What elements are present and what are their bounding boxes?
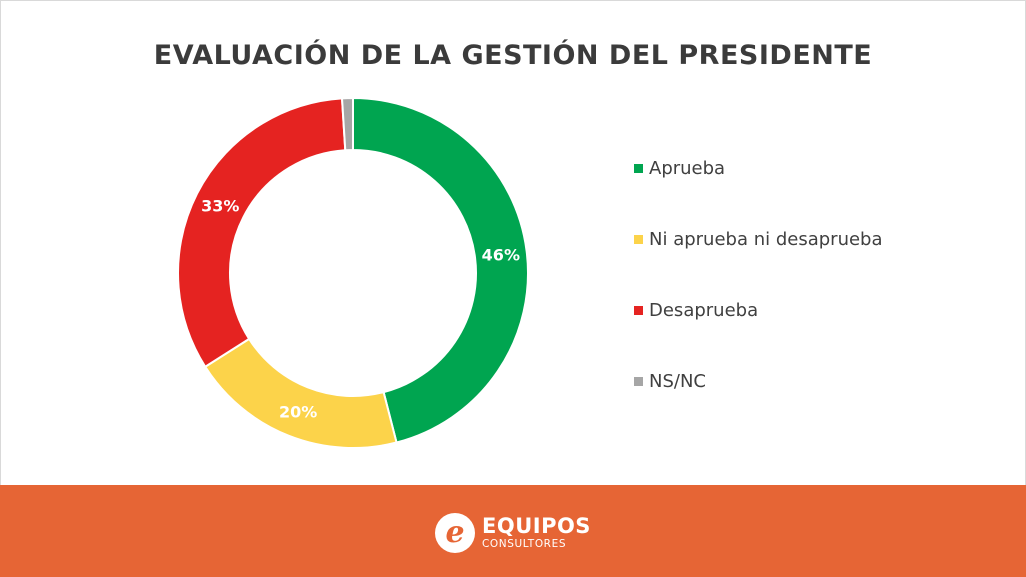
brand-logo: e EQUIPOS CONSULTORES [434,512,591,554]
donut-slice-ni-aprueba-ni-desaprueba [203,337,398,449]
legend-item: Aprueba [634,158,725,179]
svg-text:e: e [445,515,464,550]
legend-label: Desaprueba [649,300,759,321]
legend-label: NS/NC [649,371,706,392]
data-label-ni-aprueba-ni-desaprueba: 20% [279,403,317,422]
footer-bar: e EQUIPOS CONSULTORES [0,485,1026,577]
chart-title: EVALUACIÓN DE LA GESTIÓN DEL PRESIDENTE [153,40,873,71]
e-logo-icon: e [435,513,475,553]
donut-slice-aprueba [352,96,529,444]
data-label-aprueba: 46% [482,245,520,264]
donut-chart: 46% 20% 33% [177,96,529,449]
brand-subtitle: CONSULTORES [482,538,567,551]
legend-swatch [634,306,643,315]
legend-item: Desaprueba [634,300,758,321]
donut-slice-ns-nc [340,96,354,152]
brand-name: EQUIPOS [482,514,591,539]
legend-swatch [634,377,643,386]
legend-swatch [634,235,643,244]
legend-item: Ni aprueba ni desaprueba [634,229,883,250]
legend-label: Aprueba [649,158,726,179]
donut-slice-desaprueba [177,97,347,369]
legend-label: Ni aprueba ni desaprueba [649,229,883,250]
legend-swatch [634,164,643,173]
legend-item: NS/NC [634,371,706,392]
data-label-desaprueba: 33% [201,196,239,215]
